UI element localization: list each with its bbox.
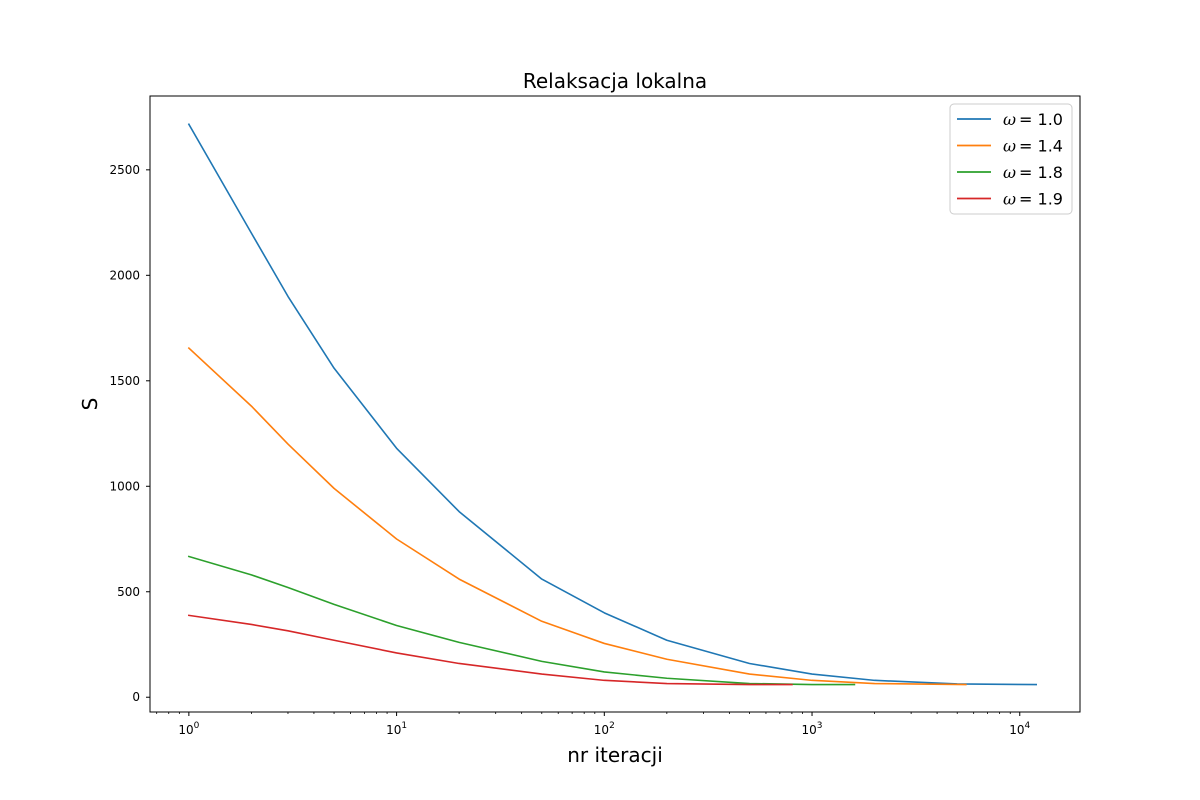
y-axis-label: S	[78, 398, 102, 411]
legend: ω = 1.0 ω = 1.4 ω = 1.8 ω = 1.9	[949, 103, 1073, 215]
series-line-4	[187, 614, 793, 686]
plot-frame	[149, 95, 1081, 713]
y-tick-label: 1000	[109, 479, 140, 493]
series-lines	[187, 123, 1038, 686]
series-line-3	[187, 555, 856, 686]
legend-label-1: ω = 1.0	[1003, 110, 1063, 129]
x-tick-label: 104	[1009, 721, 1030, 737]
legend-label-4: ω = 1.9	[1003, 190, 1063, 209]
legend-label-3: ω = 1.8	[1003, 163, 1063, 182]
x-axis-label: nr iteracji	[567, 743, 663, 767]
x-tick-label: 103	[802, 721, 823, 737]
y-tick-label: 2000	[109, 268, 140, 282]
legend-label-2: ω = 1.4	[1003, 137, 1063, 156]
y-tick-label: 0	[132, 690, 140, 704]
series-line-1	[187, 123, 1038, 686]
x-tick-label: 102	[594, 721, 615, 737]
y-axis-ticks: 0 500 1000 1500 2000 2500	[109, 163, 150, 704]
chart-title: Relaksacja lokalna	[523, 69, 707, 93]
series-line-2	[187, 346, 967, 686]
y-tick-label: 2500	[109, 163, 140, 177]
plot-area	[150, 96, 1080, 712]
legend-box	[949, 103, 1073, 215]
x-tick-label: 101	[386, 721, 407, 737]
x-tick-label: 100	[178, 721, 199, 737]
y-tick-label: 1500	[109, 374, 140, 388]
y-tick-label: 500	[117, 585, 140, 599]
x-axis-ticks: 100 101 102 103 104	[156, 712, 1031, 737]
legend-items: ω = 1.0 ω = 1.4 ω = 1.8 ω = 1.9	[957, 110, 1063, 209]
